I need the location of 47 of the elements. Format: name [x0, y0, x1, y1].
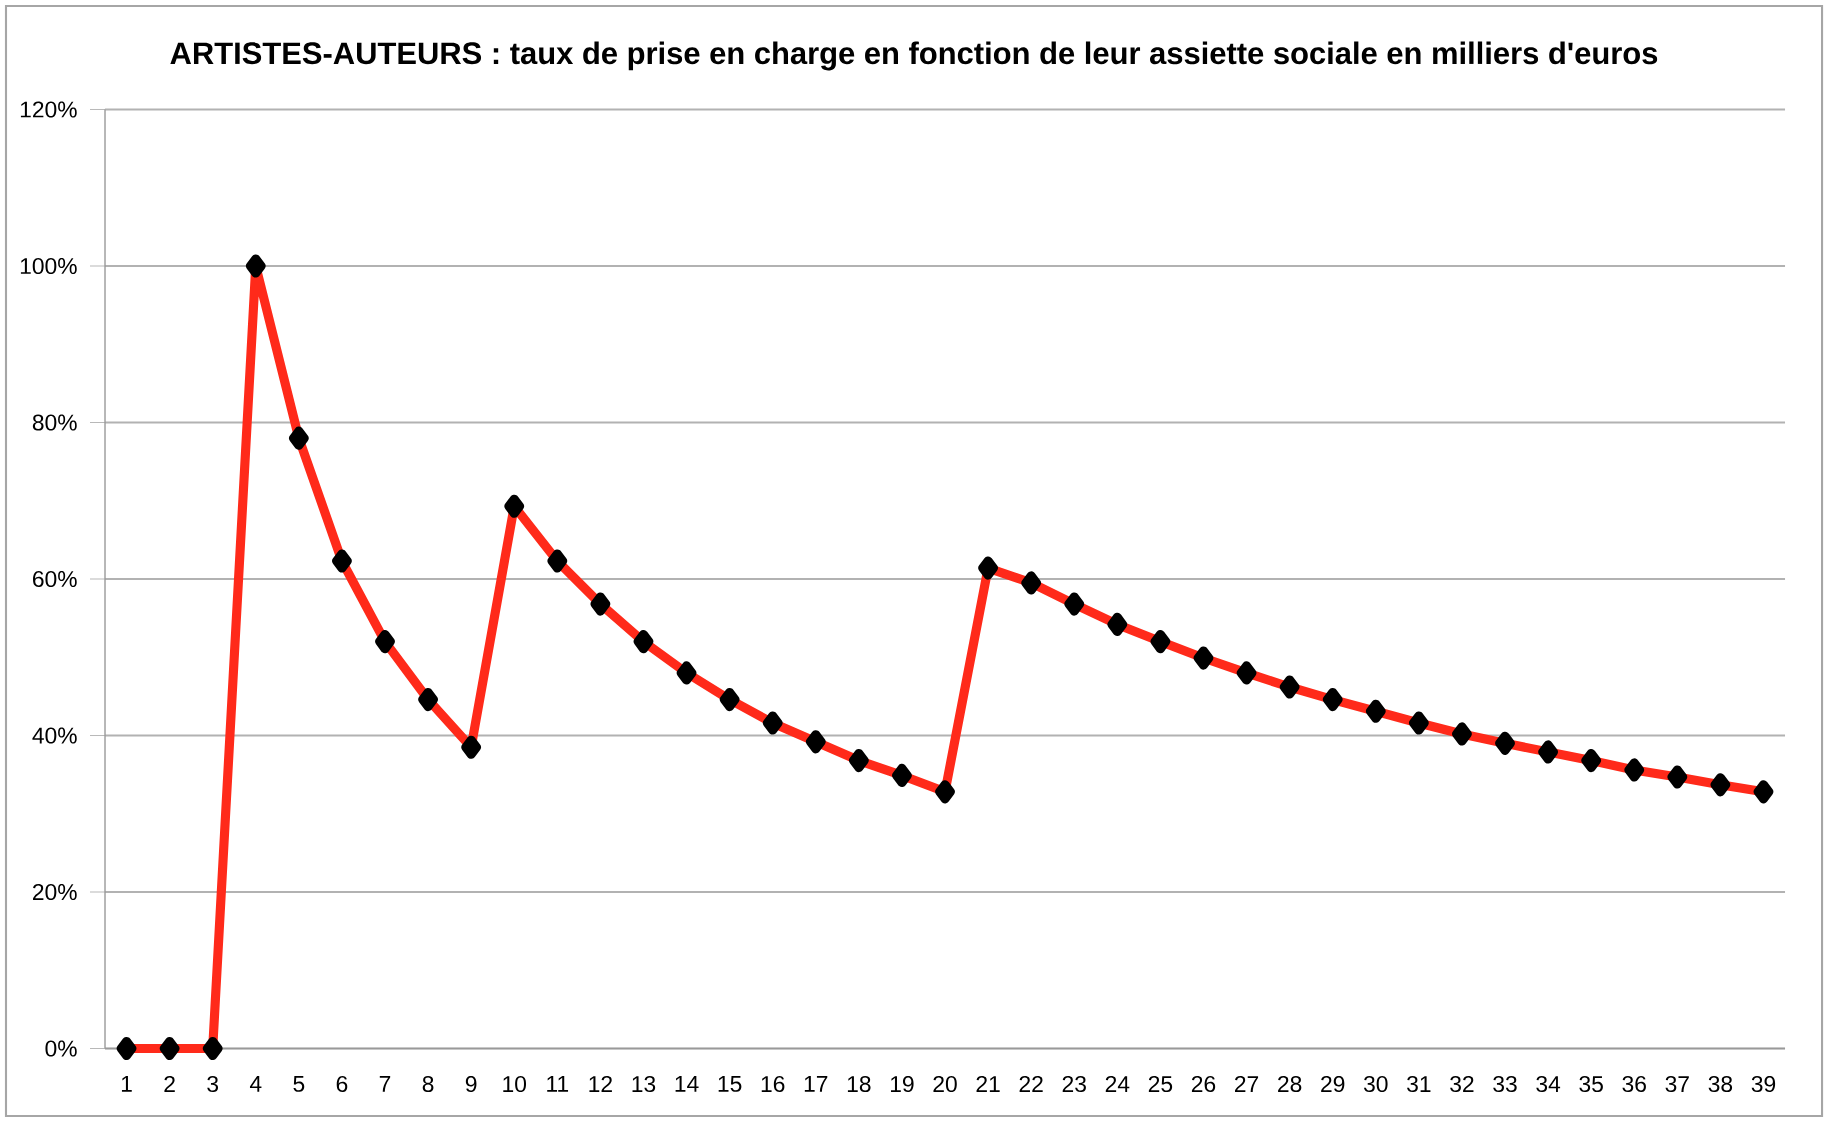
x-tick-label: 25 [1148, 1075, 1173, 1093]
x-tick-label: 38 [1708, 1075, 1733, 1093]
y-tick-label: 100% [20, 257, 77, 275]
x-tick-label: 37 [1665, 1075, 1689, 1093]
x-tick-label: 26 [1191, 1075, 1216, 1093]
x-tick-label: 18 [847, 1075, 871, 1093]
x-tick-label: 8 [422, 1075, 434, 1093]
x-tick-label: 35 [1579, 1075, 1603, 1093]
y-tick-label: 20% [33, 883, 77, 901]
x-tick-label: 16 [761, 1075, 785, 1093]
x-tick-label: 21 [976, 1075, 1000, 1092]
x-tick-label: 24 [1105, 1075, 1130, 1092]
x-tick-label: 3 [207, 1075, 219, 1093]
y-tick-label: 60% [33, 570, 77, 588]
x-tick-label: 33 [1493, 1075, 1517, 1093]
x-tick-label: 10 [503, 1075, 527, 1093]
x-tick-label: 17 [804, 1075, 828, 1092]
y-tick-label: 40% [32, 727, 77, 744]
y-tick-label: 120% [20, 101, 77, 118]
x-tick-label: 11 [547, 1075, 569, 1092]
x-tick-label: 7 [379, 1075, 391, 1092]
x-tick-label: 5 [293, 1075, 305, 1092]
x-tick-label: 6 [336, 1075, 348, 1093]
x-tick-label: 30 [1363, 1075, 1388, 1093]
x-tick-label: 31 [1407, 1075, 1431, 1093]
x-tick-label: 32 [1450, 1075, 1474, 1093]
x-tick-label: 14 [675, 1075, 699, 1092]
y-tick-label: 0% [45, 1040, 77, 1057]
x-tick-label: 23 [1062, 1075, 1086, 1093]
x-tick-label: 29 [1321, 1075, 1345, 1093]
x-tick-label: 19 [890, 1075, 914, 1093]
x-tick-label: 36 [1622, 1075, 1646, 1093]
x-tick-label: 13 [632, 1075, 656, 1093]
x-tick-label: 20 [933, 1075, 957, 1093]
x-tick-label: 15 [718, 1075, 742, 1092]
chart-title: ARTISTES-AUTEURS : taux de prise en charge en fonction de leur assiette sociale en milliers d'euros [170, 41, 1658, 71]
x-tick-label: 1 [121, 1075, 132, 1092]
y-tick-label: 80% [32, 414, 77, 431]
x-tick-label: 9 [465, 1075, 477, 1093]
x-tick-label: 22 [1019, 1075, 1043, 1092]
x-tick-label: 39 [1751, 1075, 1776, 1093]
x-tick-label: 34 [1536, 1075, 1561, 1093]
x-tick-label: 4 [249, 1075, 262, 1092]
x-tick-label: 28 [1278, 1075, 1302, 1093]
x-tick-label: 12 [589, 1075, 612, 1092]
x-tick-label: 2 [164, 1075, 175, 1092]
x-tick-label: 27 [1235, 1075, 1259, 1092]
